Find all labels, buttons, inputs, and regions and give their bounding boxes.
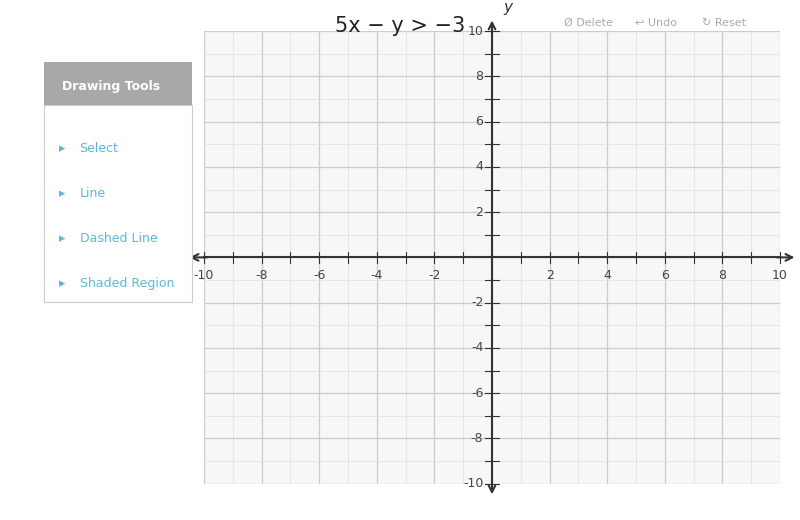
Text: 2: 2 xyxy=(546,269,554,282)
Text: 4: 4 xyxy=(603,269,611,282)
Text: Select: Select xyxy=(79,142,118,155)
Text: -10: -10 xyxy=(194,269,214,282)
Text: ▸: ▸ xyxy=(59,142,65,155)
Text: Drawing Tools: Drawing Tools xyxy=(62,80,160,93)
Text: ↩ Undo: ↩ Undo xyxy=(635,18,677,28)
Text: Dashed Line: Dashed Line xyxy=(79,232,157,245)
Text: -4: -4 xyxy=(471,341,483,355)
Text: Shaded Region: Shaded Region xyxy=(79,278,174,291)
Text: Line: Line xyxy=(79,187,106,200)
Text: -2: -2 xyxy=(471,296,483,309)
Text: -6: -6 xyxy=(313,269,326,282)
Text: -4: -4 xyxy=(370,269,383,282)
Text: 10: 10 xyxy=(772,269,788,282)
Text: ↻ Reset: ↻ Reset xyxy=(702,18,746,28)
Text: y: y xyxy=(503,1,513,16)
Text: 8: 8 xyxy=(718,269,726,282)
Text: 5x − y > −3: 5x − y > −3 xyxy=(335,16,465,35)
Text: ▸: ▸ xyxy=(59,232,65,245)
Text: -6: -6 xyxy=(471,386,483,399)
Text: 6: 6 xyxy=(475,115,483,128)
Text: 10: 10 xyxy=(467,24,483,37)
Text: -10: -10 xyxy=(463,477,483,490)
Text: ▸: ▸ xyxy=(59,187,65,200)
Text: Ø Delete: Ø Delete xyxy=(563,18,613,28)
Text: -2: -2 xyxy=(428,269,441,282)
Text: -8: -8 xyxy=(255,269,268,282)
Text: -8: -8 xyxy=(471,432,483,445)
Text: 2: 2 xyxy=(475,205,483,218)
Text: 8: 8 xyxy=(475,70,483,83)
Text: 4: 4 xyxy=(475,160,483,173)
Text: 6: 6 xyxy=(661,269,669,282)
Text: ▸: ▸ xyxy=(59,278,65,291)
